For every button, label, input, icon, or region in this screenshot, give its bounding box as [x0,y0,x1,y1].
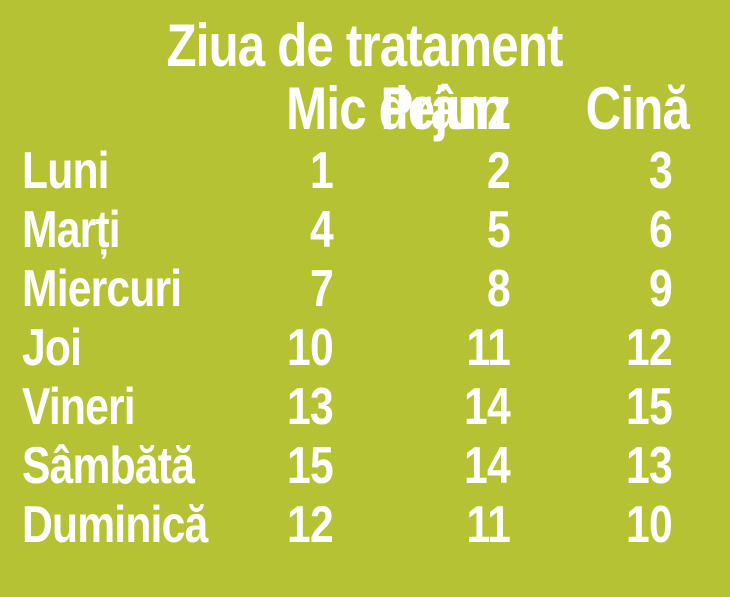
value-cell: 14 [333,437,511,496]
row-label-text: Joi [22,319,82,377]
value-text: 11 [466,496,511,554]
value-text: 15 [626,378,673,436]
column-header-mic-dejun: Mic dejun [238,76,506,142]
value-text: 6 [649,201,673,259]
value-cell: 12 [510,319,689,378]
row-label-vineri: Vineri [22,378,238,437]
column-header-cina: Cină [510,75,690,142]
row-label-sambata: Sâmbătă [22,437,238,496]
value-text: 15 [287,437,334,495]
value-cell: 7 [238,260,334,319]
value-text: 11 [466,319,511,377]
value-text: 10 [287,319,334,377]
column-header-pranz: Prânz [333,75,511,142]
value-text: 14 [464,378,511,436]
value-cell: 11 [333,496,511,555]
row-label-text: Sâmbătă [22,437,195,495]
value-cell: 4 [238,201,334,260]
value-text: 7 [310,260,334,318]
value-cell: 5 [333,201,511,260]
corner-cell [22,76,238,142]
value-cell: 9 [510,260,689,319]
value-cell: 15 [238,437,334,496]
row-label-joi: Joi [22,319,238,378]
value-cell: 8 [333,260,511,319]
value-cell: 13 [238,378,334,437]
table-title: Ziua de tratament [0,16,730,76]
table-title-text: Ziua de tratament [166,12,564,79]
value-text: 1 [310,142,334,200]
value-text: 12 [626,319,673,377]
value-cell: 6 [510,201,689,260]
value-text: 5 [487,201,511,259]
value-text: 3 [649,142,673,200]
value-text: 9 [649,260,673,318]
value-cell: 11 [333,319,511,378]
value-text: 2 [487,142,511,200]
row-label-text: Duminică [22,496,208,554]
value-cell: 1 [238,142,334,201]
row-label-text: Vineri [22,378,136,436]
row-label-miercuri: Miercuri [22,260,238,319]
row-label-marti: Marți [22,201,238,260]
row-label-text: Marți [22,201,121,259]
row-label-duminica: Duminică [22,496,238,555]
value-cell: 10 [510,496,689,555]
row-label-text: Luni [22,142,110,200]
value-text: 14 [464,437,511,495]
value-cell: 10 [238,319,334,378]
column-header-text: Cină [585,75,690,142]
column-header-text: Mic dejun [286,75,506,142]
value-text: 13 [287,378,334,436]
row-label-text: Miercuri [22,260,182,318]
column-header-text: Prânz [380,75,511,142]
value-cell: 15 [510,378,689,437]
value-text: 8 [487,260,511,318]
value-cell: 13 [510,437,689,496]
value-text: 4 [310,201,334,259]
value-cell: 3 [510,142,689,201]
value-text: 10 [626,496,673,554]
row-label-luni: Luni [22,142,238,201]
value-cell: 14 [333,378,511,437]
value-text: 12 [287,496,334,554]
value-cell: 12 [238,496,334,555]
value-text: 13 [626,437,673,495]
schedule-grid: Mic dejun Prânz Cină Luni 1 2 3 Marți 4 … [22,75,690,555]
value-cell: 2 [333,142,511,201]
